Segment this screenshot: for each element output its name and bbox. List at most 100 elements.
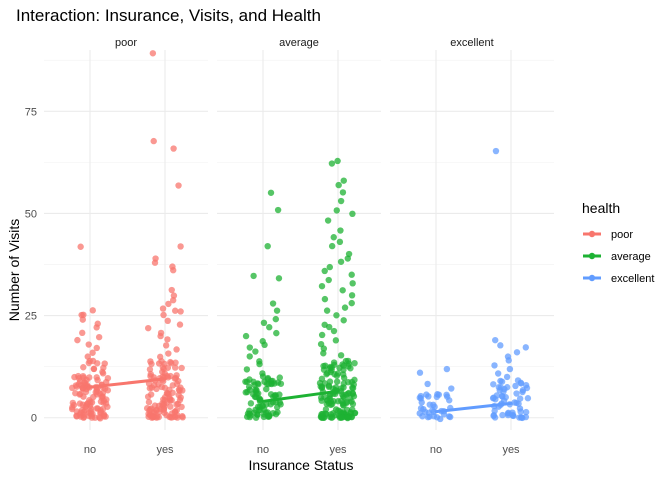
y-axis-title: Number of Visits xyxy=(6,219,22,321)
data-point xyxy=(149,50,157,57)
data-point xyxy=(84,353,91,360)
data-point xyxy=(340,374,348,382)
data-point xyxy=(164,364,172,371)
data-point xyxy=(175,377,182,385)
data-point xyxy=(267,189,275,196)
x-tick-label: yes xyxy=(329,444,347,456)
data-point xyxy=(90,393,97,401)
data-point xyxy=(261,378,268,385)
data-point xyxy=(144,393,152,400)
data-point xyxy=(320,350,327,357)
data-point xyxy=(503,373,511,381)
data-point xyxy=(95,333,103,341)
data-point xyxy=(328,242,336,250)
data-point xyxy=(243,378,251,385)
data-point xyxy=(242,332,250,340)
data-point xyxy=(146,385,154,392)
data-point xyxy=(167,358,174,366)
data-point xyxy=(247,400,255,407)
data-point xyxy=(320,362,327,370)
data-point xyxy=(497,342,504,349)
legend-label: poor xyxy=(611,229,633,241)
data-point xyxy=(151,259,159,266)
data-point xyxy=(80,364,87,371)
data-point xyxy=(336,414,344,421)
data-point xyxy=(256,360,263,368)
legend-entry-average: average xyxy=(583,251,651,263)
data-point xyxy=(339,287,346,294)
data-point xyxy=(166,413,173,421)
data-point xyxy=(160,406,168,413)
data-point xyxy=(166,394,173,401)
data-point xyxy=(420,405,427,413)
data-point xyxy=(347,410,355,417)
data-point xyxy=(437,415,444,423)
data-point xyxy=(178,364,185,372)
data-point xyxy=(339,189,347,196)
data-point xyxy=(176,321,184,328)
data-point xyxy=(490,394,497,401)
data-point xyxy=(339,401,347,409)
data-point xyxy=(340,317,347,324)
data-point xyxy=(513,349,521,356)
data-point xyxy=(344,255,351,262)
data-point xyxy=(243,366,251,373)
data-point xyxy=(337,352,345,359)
data-point xyxy=(349,280,356,287)
data-point xyxy=(516,395,524,402)
data-point xyxy=(336,238,344,246)
data-point xyxy=(177,308,184,315)
data-point xyxy=(79,401,86,408)
data-point xyxy=(90,365,98,373)
data-point xyxy=(318,331,326,339)
y-tick-label: 25 xyxy=(25,311,37,323)
data-point xyxy=(448,385,455,392)
data-point xyxy=(175,386,183,393)
data-point xyxy=(506,365,514,373)
data-point xyxy=(159,305,167,312)
data-point xyxy=(177,243,184,250)
x-tick-label: yes xyxy=(502,444,520,456)
data-point xyxy=(164,317,171,325)
data-point xyxy=(494,370,502,377)
data-point xyxy=(169,267,177,274)
data-point xyxy=(74,336,81,344)
data-point xyxy=(80,413,88,421)
data-point xyxy=(269,300,277,307)
data-point xyxy=(318,397,325,404)
data-point xyxy=(320,345,328,352)
data-point xyxy=(150,137,157,145)
data-point xyxy=(330,234,337,241)
data-point xyxy=(503,384,511,391)
data-point xyxy=(344,414,351,422)
data-point xyxy=(340,380,348,387)
data-point xyxy=(333,207,340,214)
data-point xyxy=(244,388,251,396)
data-point xyxy=(146,366,154,373)
data-point xyxy=(318,375,326,383)
data-point xyxy=(263,385,270,393)
facet-label: poor xyxy=(115,37,137,49)
data-point xyxy=(272,315,280,323)
data-point xyxy=(171,307,179,314)
data-point xyxy=(77,243,84,250)
data-point xyxy=(179,413,186,420)
y-tick-label: 75 xyxy=(25,106,37,118)
data-point xyxy=(327,368,334,376)
data-point xyxy=(164,336,171,343)
data-point xyxy=(516,405,524,412)
facet-panels: poor no yes average no yes excellent no yes xyxy=(44,37,554,456)
data-point xyxy=(173,407,180,414)
data-point xyxy=(171,364,179,371)
facet-panel-poor: poor no yes xyxy=(44,37,208,456)
legend-entry-excellent: excellent xyxy=(583,273,654,285)
data-point xyxy=(350,393,358,400)
data-point xyxy=(332,406,340,413)
data-point xyxy=(522,408,530,416)
data-point xyxy=(318,384,326,392)
data-point xyxy=(443,393,451,400)
data-point xyxy=(348,299,355,307)
data-point xyxy=(251,381,258,389)
legend-point-key xyxy=(588,252,596,260)
data-point xyxy=(446,413,454,421)
